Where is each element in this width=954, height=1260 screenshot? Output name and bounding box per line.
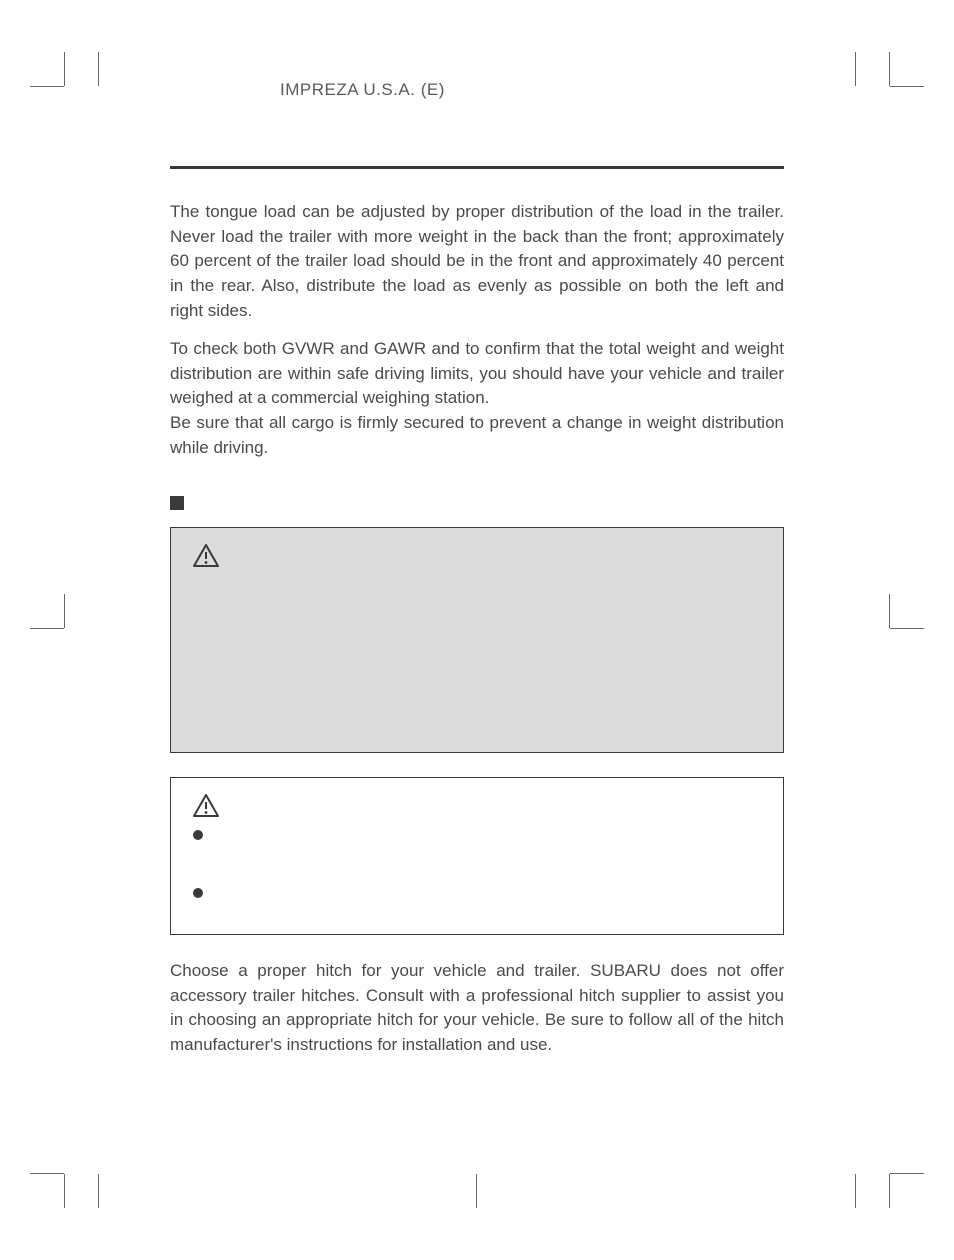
crop-mark [890,1173,924,1174]
crop-mark [30,1173,64,1174]
crop-mark [890,86,924,87]
warning-triangle-icon [193,794,219,818]
caution-bullet-list [193,824,761,898]
crop-mark [98,1174,99,1208]
body-paragraph: The tongue load can be adjusted by prope… [170,200,784,323]
warning-triangle-icon [193,544,219,568]
section-heading [170,490,784,515]
running-head: IMPREZA U.S.A. (E) [280,80,445,100]
bullet-icon [193,830,203,840]
body-paragraph: To check both GVWR and GAWR and to confi… [170,337,784,411]
crop-mark [890,628,924,629]
crop-mark [889,52,890,86]
crop-mark [476,1174,477,1208]
crop-mark [64,52,65,86]
crop-mark [855,1174,856,1208]
caution-box [170,777,784,935]
body-paragraph: Choose a proper hitch for your vehicle a… [170,959,784,1058]
warning-box [170,527,784,753]
crop-mark [30,86,64,87]
crop-mark [889,1174,890,1208]
square-bullet-icon [170,496,184,510]
crop-mark [855,52,856,86]
crop-mark [64,594,65,628]
crop-mark [64,1174,65,1208]
page-content: The tongue load can be adjusted by prope… [170,200,784,1072]
header-rule [170,166,784,169]
bullet-icon [193,888,203,898]
list-item [193,824,761,840]
crop-mark [30,628,64,629]
crop-mark [889,594,890,628]
crop-mark [98,52,99,86]
list-item [193,882,761,898]
body-paragraph: Be sure that all cargo is firmly secured… [170,411,784,460]
